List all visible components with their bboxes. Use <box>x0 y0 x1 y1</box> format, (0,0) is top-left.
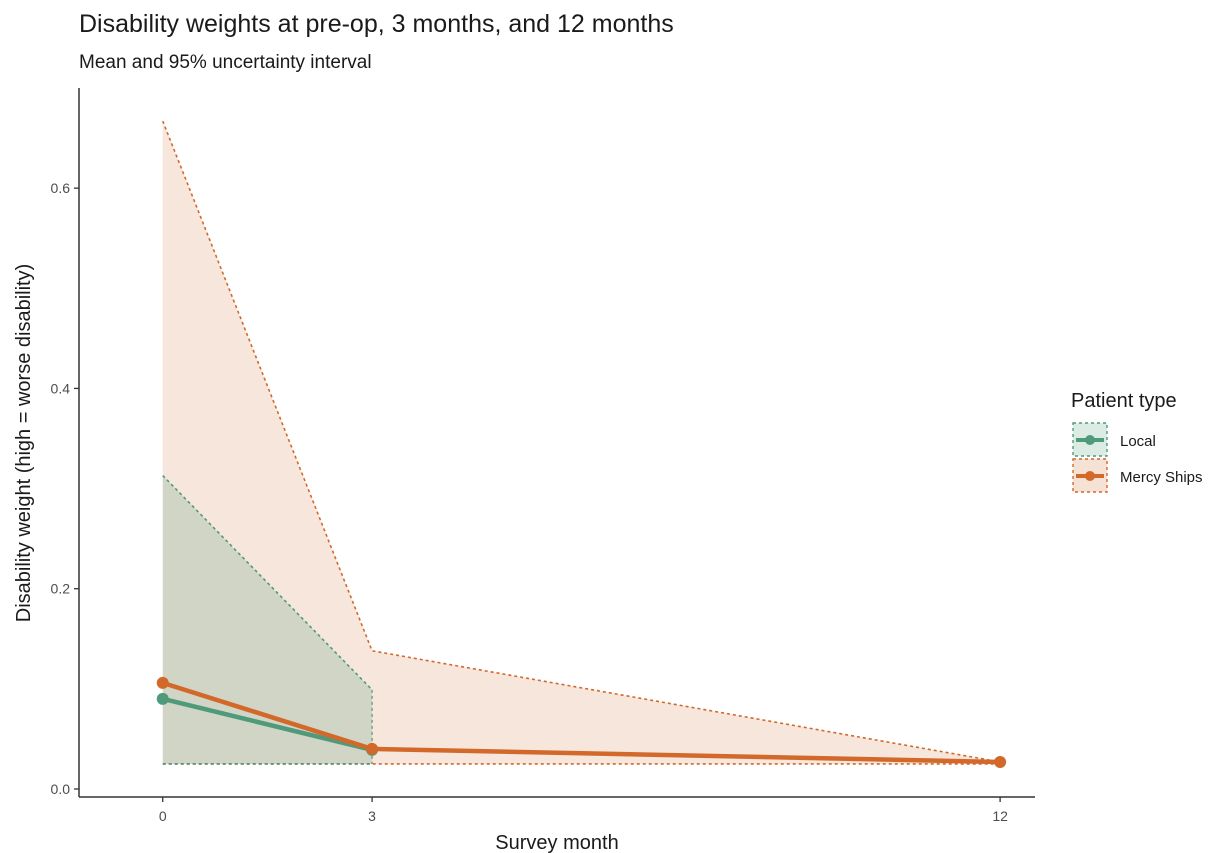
x-tick-label: 12 <box>992 808 1008 824</box>
x-axis-title: Survey month <box>495 832 618 853</box>
axes <box>78 88 1035 798</box>
legend-title: Patient type <box>1071 390 1177 412</box>
legend-item-mercy-ships: Mercy Ships <box>1072 458 1203 493</box>
legend: Patient type Local Mercy Ships <box>1071 390 1203 493</box>
line-local <box>160 696 375 753</box>
uncertainty-bands <box>161 120 1001 765</box>
x-ticks: 0 3 12 <box>159 797 1008 824</box>
legend-label-local: Local <box>1120 433 1156 450</box>
point-mercy-ships <box>156 676 169 689</box>
y-tick-label: 0.4 <box>51 380 71 396</box>
ribbon-local <box>162 475 373 764</box>
y-tick-label: 0.6 <box>51 180 71 196</box>
ribbon-mercy-ships <box>162 121 1001 764</box>
ribbon-upper-local <box>162 474 373 691</box>
y-tick-label: 0.0 <box>51 781 71 797</box>
legend-point-local <box>1085 435 1095 445</box>
x-tick-label: 0 <box>159 808 167 824</box>
x-tick-label: 3 <box>368 808 376 824</box>
legend-point-mercy-ships <box>1085 471 1095 481</box>
y-axis-title: Disability weight (high = worse disabili… <box>13 264 35 622</box>
chart-title: Disability weights at pre-op, 3 months, … <box>79 10 674 38</box>
y-tick-label: 0.2 <box>51 581 71 597</box>
series-points <box>156 676 1007 768</box>
legend-item-local: Local <box>1072 422 1156 457</box>
point-local <box>156 692 169 705</box>
legend-label-mercy-ships: Mercy Ships <box>1120 469 1203 486</box>
chart-subtitle: Mean and 95% uncertainty interval <box>79 52 372 73</box>
point-mercy-ships <box>366 742 379 755</box>
y-ticks: 0.0 0.2 0.4 0.6 <box>51 180 79 797</box>
legend-items: Local Mercy Ships <box>1072 422 1203 493</box>
point-mercy-ships <box>994 755 1007 768</box>
